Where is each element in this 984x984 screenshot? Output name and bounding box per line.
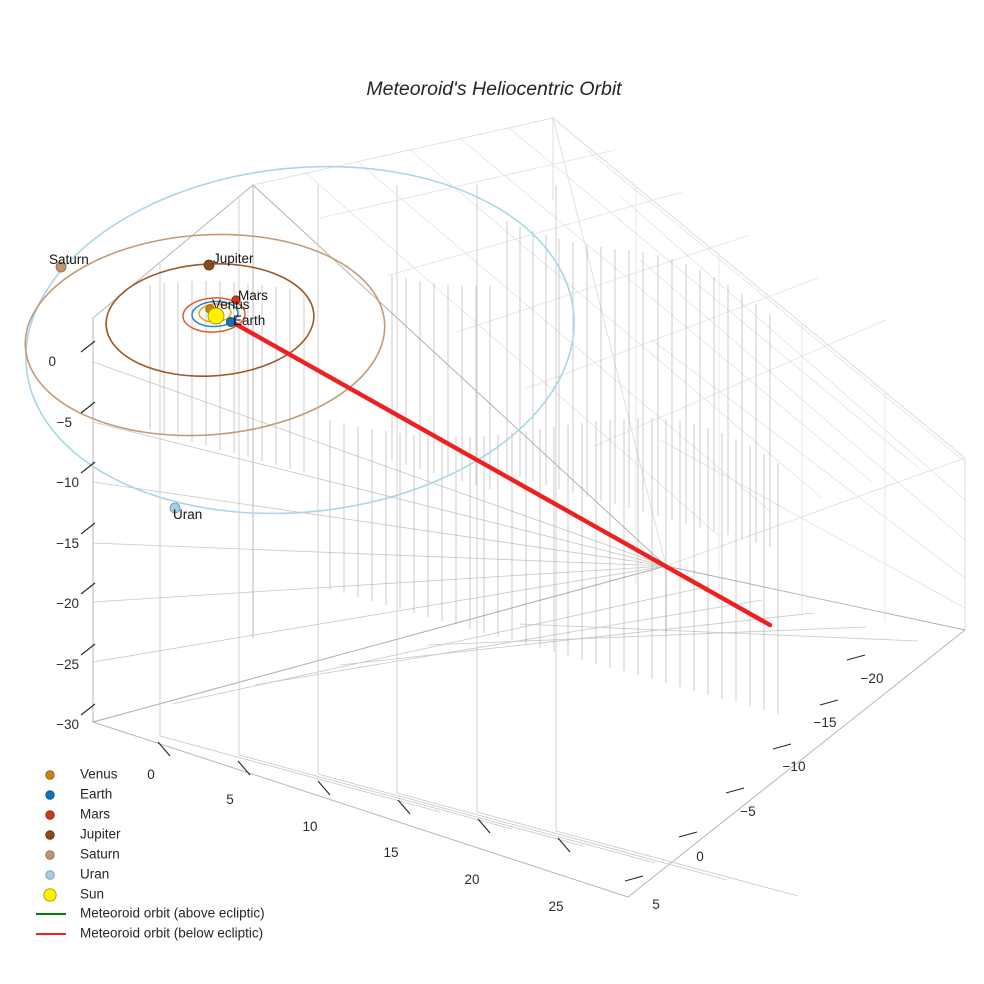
x-tick-4: 20 xyxy=(464,872,479,887)
y-tick-4: −15 xyxy=(814,715,837,730)
meteoroid-trajectory-below-ecliptic xyxy=(229,319,773,628)
legend-label-saturn: Saturn xyxy=(80,847,120,862)
legend-marker-venus-icon xyxy=(45,770,55,780)
page-title: Meteoroid's Heliocentric Orbit xyxy=(366,78,623,100)
y-tick-3: −10 xyxy=(783,759,806,774)
pane-floor-grid-y xyxy=(171,585,919,705)
y-axis: 5 0 −5 −10 −15 −20 xyxy=(624,654,884,912)
sun-marker xyxy=(207,307,225,325)
z-tick-2: −10 xyxy=(56,475,79,490)
z-axis: 0 −5 −10 −15 −20 −25 −30 xyxy=(48,340,96,732)
earth-marker xyxy=(225,316,236,327)
venus-label: Venus xyxy=(212,297,250,312)
saturn-marker xyxy=(55,261,67,273)
saturn-label: Saturn xyxy=(49,252,89,267)
legend-label-jupiter: Jupiter xyxy=(80,827,121,842)
earth-orbit xyxy=(191,300,239,328)
x-tick-1: 5 xyxy=(226,792,234,807)
jupiter-marker xyxy=(203,259,215,271)
celestial-bodies: Saturn Jupiter Uran Mars Venus Earth xyxy=(49,251,268,522)
uran-label: Uran xyxy=(173,507,202,522)
legend-item-saturn[interactable]: Saturn xyxy=(45,847,120,862)
axes3d-panes xyxy=(91,116,967,898)
legend-item-below-ecliptic[interactable]: Meteoroid orbit (below ecliptic) xyxy=(36,926,263,941)
legend-label-venus: Venus xyxy=(80,767,118,782)
pane-left-outline xyxy=(92,184,667,723)
x-tick-5: 25 xyxy=(548,899,563,914)
z-tick-4: −20 xyxy=(56,596,79,611)
legend-label-uran: Uran xyxy=(80,867,109,882)
legend-label-earth: Earth xyxy=(80,787,112,802)
z-tick-1: −5 xyxy=(57,415,72,430)
box-vertical-edges xyxy=(92,118,966,722)
legend-item-above-ecliptic[interactable]: Meteoroid orbit (above ecliptic) xyxy=(36,906,265,921)
legend-marker-earth-icon xyxy=(45,790,55,800)
mars-marker xyxy=(231,295,241,305)
legend-label-sun: Sun xyxy=(80,887,104,902)
mars-orbit xyxy=(182,297,246,333)
y-tick-marks xyxy=(624,654,866,882)
uranus-orbit xyxy=(25,165,575,515)
legend-marker-sun-icon xyxy=(43,888,57,902)
legend-item-sun[interactable]: Sun xyxy=(43,887,104,902)
legend-item-earth[interactable]: Earth xyxy=(45,787,113,802)
legend-item-jupiter[interactable]: Jupiter xyxy=(45,827,121,842)
x-tick-3: 15 xyxy=(383,845,398,860)
saturn-orbit xyxy=(24,233,386,437)
z-tick-6: −30 xyxy=(56,717,79,732)
legend-item-mars[interactable]: Mars xyxy=(45,807,111,822)
legend-label-mars: Mars xyxy=(80,807,110,822)
uran-marker xyxy=(169,502,181,514)
legend-marker-uran-icon xyxy=(45,870,55,880)
legend-label-below-ecliptic: Meteoroid orbit (below ecliptic) xyxy=(80,926,263,941)
legend-marker-jupiter-icon xyxy=(45,830,55,840)
pane-left-hgrid xyxy=(92,361,667,663)
z-tick-0: 0 xyxy=(48,354,56,369)
x-tick-0: 0 xyxy=(147,767,155,782)
orbit-droplines xyxy=(149,221,779,714)
pane-top-outline xyxy=(252,117,966,567)
legend-label-above-ecliptic: Meteoroid orbit (above ecliptic) xyxy=(80,906,265,921)
legend-marker-mars-icon xyxy=(45,810,55,820)
pane-floor-outline xyxy=(91,565,967,898)
y-tick-1: 0 xyxy=(696,849,704,864)
mars-label: Mars xyxy=(238,288,268,303)
legend-item-uran[interactable]: Uran xyxy=(45,867,110,882)
orbit-ellipses xyxy=(24,165,575,515)
pane-floor-grid-x xyxy=(159,735,799,897)
x-tick-2: 10 xyxy=(302,819,317,834)
y-tick-5: −20 xyxy=(861,671,884,686)
legend-item-venus[interactable]: Venus xyxy=(45,767,118,782)
z-tick-5: −25 xyxy=(56,657,79,672)
y-tick-2: −5 xyxy=(740,804,755,819)
z-tick-3: −15 xyxy=(56,536,79,551)
legend: Venus Earth Mars Jupiter Saturn Uran xyxy=(36,767,265,941)
z-tick-marks xyxy=(80,340,96,716)
x-tick-marks xyxy=(157,741,571,853)
x-axis: 0 5 10 15 20 25 xyxy=(147,741,571,914)
legend-marker-saturn-icon xyxy=(45,850,55,860)
y-tick-0: 5 xyxy=(652,897,660,912)
earth-label: Earth xyxy=(233,313,265,328)
jupiter-label: Jupiter xyxy=(213,251,254,266)
pane-right-grid xyxy=(586,149,966,622)
